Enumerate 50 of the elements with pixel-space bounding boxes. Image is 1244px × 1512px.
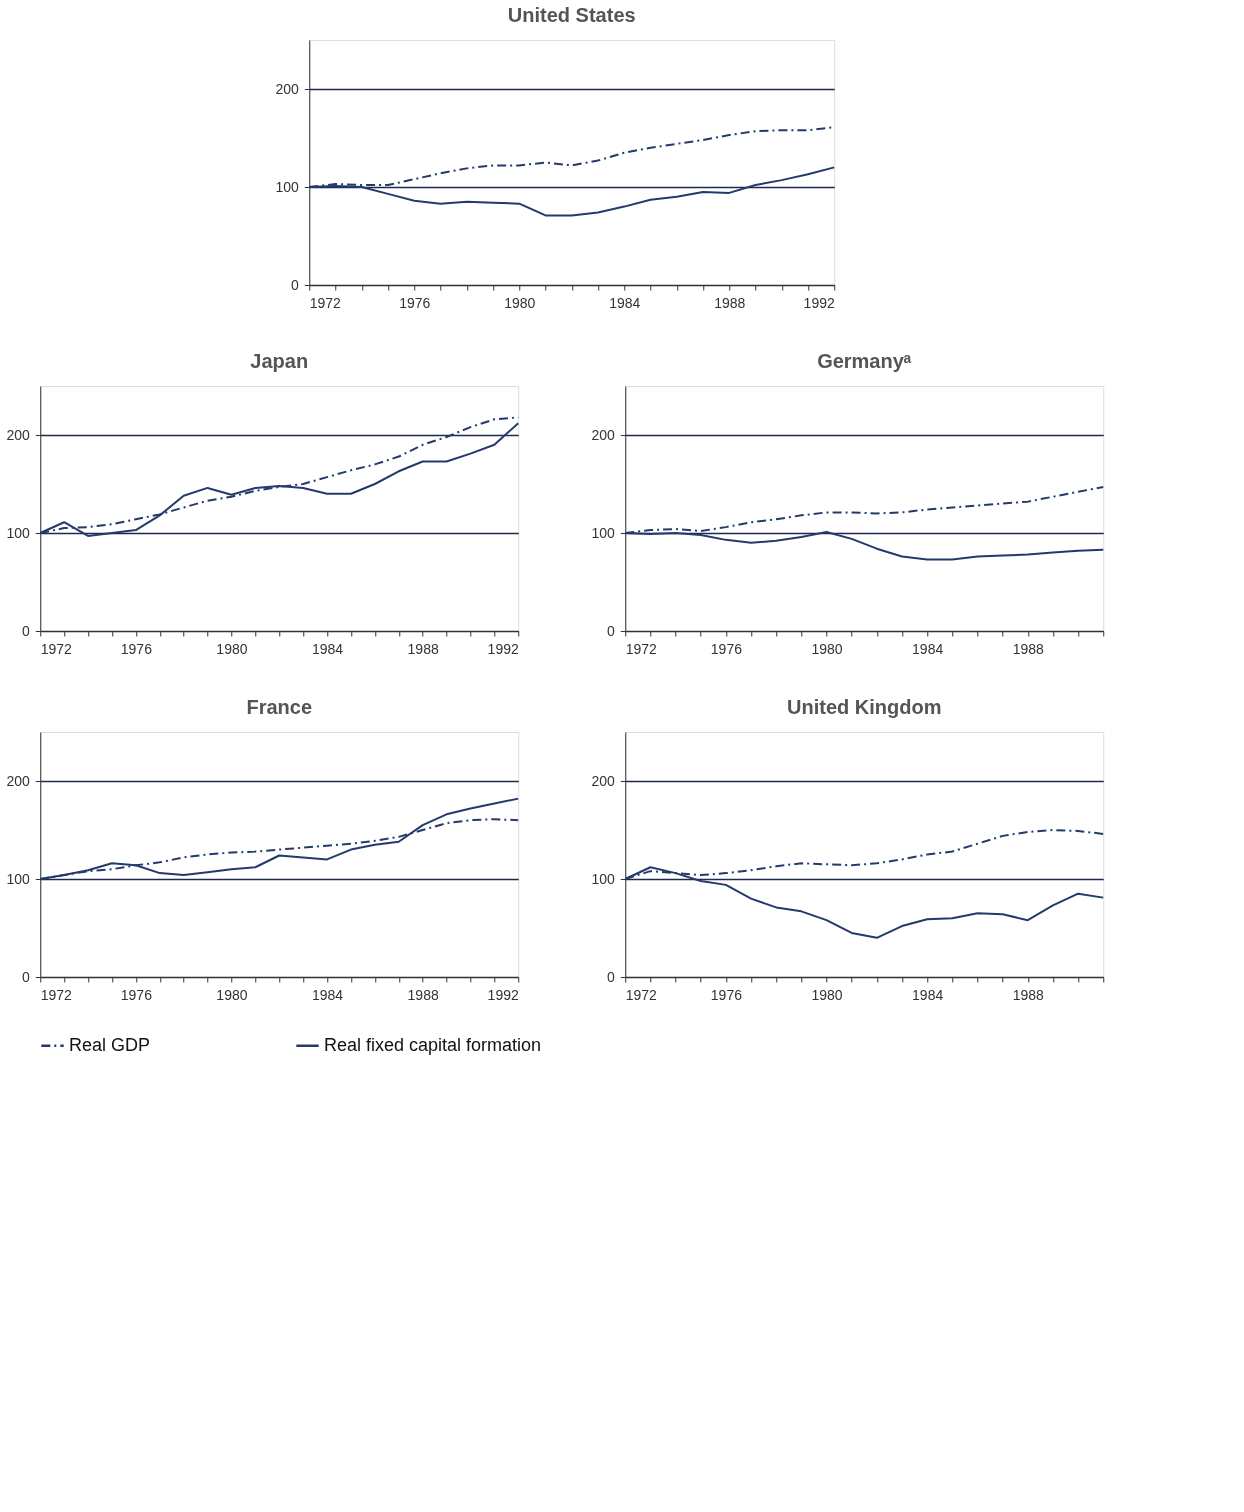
x-tick-label: 1976 — [710, 986, 743, 1003]
x-tick-label: 1984 — [311, 986, 344, 1003]
y-tick-label: 100 — [275, 178, 299, 195]
y-tick-label: 100 — [591, 870, 615, 887]
x-tick-label: 1988 — [1012, 640, 1045, 657]
x-tick-label: 1988 — [1012, 986, 1045, 1003]
chart-title: United States — [507, 4, 636, 26]
x-tick-label: 1992 — [487, 640, 519, 657]
y-tick-label: 200 — [591, 772, 615, 789]
x-tick-label: 1980 — [811, 640, 843, 657]
y-tick-label: 200 — [6, 426, 30, 443]
chart-title: United Kingdom — [787, 696, 942, 718]
x-tick-label: 1984 — [912, 986, 944, 1003]
x-tick-label: 1976 — [120, 640, 153, 657]
y-tick-label: 100 — [591, 524, 615, 541]
x-tick-label: 1992 — [487, 986, 519, 1003]
x-tick-label: 1972 — [40, 986, 73, 1003]
chart-title: Germanyᵃ — [817, 350, 912, 372]
y-tick-label: 200 — [591, 426, 615, 443]
x-tick-label: 1980 — [811, 986, 843, 1003]
x-tick-label: 1980 — [216, 986, 248, 1003]
y-tick-label: 0 — [21, 968, 30, 985]
y-tick-label: 200 — [6, 772, 30, 789]
x-tick-label: 1988 — [407, 640, 439, 657]
y-tick-label: 0 — [606, 622, 615, 639]
x-tick-label: 1980 — [504, 294, 536, 311]
y-tick-label: 0 — [290, 276, 299, 293]
chart-title: Japan — [250, 350, 309, 372]
legend-label: Real GDP — [69, 1034, 151, 1055]
legend-label: Real fixed capital formation — [324, 1034, 542, 1055]
x-tick-label: 1972 — [309, 294, 342, 311]
x-tick-label: 1972 — [625, 640, 658, 657]
x-tick-label: 1976 — [120, 986, 153, 1003]
x-tick-label: 1972 — [625, 986, 658, 1003]
x-tick-label: 1976 — [710, 640, 743, 657]
x-tick-label: 1972 — [40, 640, 73, 657]
x-tick-label: 1988 — [407, 986, 439, 1003]
x-tick-label: 1984 — [311, 640, 344, 657]
y-tick-label: 200 — [275, 80, 299, 97]
x-tick-label: 1988 — [714, 294, 746, 311]
y-tick-label: 0 — [21, 622, 30, 639]
x-tick-label: 1976 — [399, 294, 431, 311]
x-tick-label: 1980 — [216, 640, 248, 657]
y-tick-label: 0 — [606, 968, 615, 985]
y-tick-label: 100 — [6, 870, 30, 887]
x-tick-label: 1984 — [912, 640, 944, 657]
y-tick-label: 100 — [6, 524, 30, 541]
x-tick-label: 1992 — [803, 294, 835, 311]
chart-title: France — [246, 696, 313, 718]
x-tick-label: 1984 — [609, 294, 641, 311]
